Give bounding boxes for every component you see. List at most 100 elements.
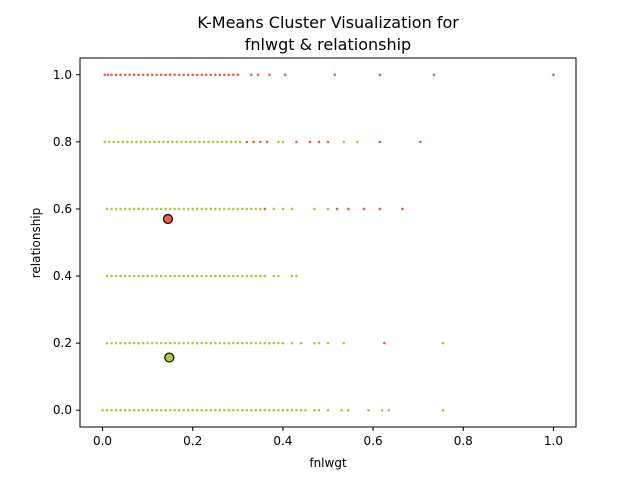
data-point-cluster-b-4 [121, 140, 125, 144]
data-point-cluster-b-131 [177, 341, 181, 345]
centroids [162, 213, 175, 363]
data-point-cluster-b-79 [123, 274, 127, 278]
x-tick-label-0: 0.0 [93, 434, 112, 448]
y-tick-label-2: 0.4 [53, 269, 72, 283]
data-point-cluster-a-44 [308, 140, 312, 144]
data-point-cluster-a-7 [132, 73, 136, 77]
data-point-cluster-b-128 [164, 341, 167, 345]
y-axis-label: relationship [29, 208, 43, 279]
data-point-cluster-a-20 [191, 73, 195, 77]
data-point-cluster-b-174 [155, 408, 158, 412]
x-tick-label-5: 1.0 [544, 434, 563, 448]
data-point-cluster-b-147 [250, 341, 253, 345]
data-point-cluster-b-143 [232, 341, 235, 345]
data-point-cluster-b-207 [304, 408, 307, 412]
data-point-cluster-b-0 [103, 140, 107, 144]
data-point-cluster-b-77 [114, 274, 118, 278]
data-point-cluster-b-173 [150, 408, 154, 412]
data-point-cluster-b-99 [213, 274, 217, 278]
data-point-cluster-b-125 [150, 341, 154, 345]
data-point-cluster-b-191 [232, 408, 235, 412]
data-point-cluster-a-34 [283, 73, 287, 77]
chart-title-line-2: fnlwgt & relationship [245, 35, 411, 54]
data-point-cluster-b-196 [254, 408, 258, 412]
data-point-cluster-a-30 [236, 73, 240, 77]
data-point-cluster-b-11 [153, 140, 156, 144]
data-point-cluster-a-15 [168, 73, 172, 77]
data-point-cluster-b-152 [272, 341, 276, 345]
y-tick-label-0: 0.0 [53, 403, 72, 417]
data-point-cluster-b-1 [108, 140, 111, 144]
data-point-cluster-b-146 [245, 341, 249, 345]
data-point-cluster-b-108 [254, 274, 258, 278]
data-point-cluster-b-203 [286, 408, 289, 412]
data-point-cluster-a-50 [335, 207, 339, 211]
data-point-cluster-b-52 [182, 207, 186, 211]
data-point-cluster-b-160 [342, 341, 346, 345]
data-point-cluster-b-40 [128, 207, 131, 211]
data-point-cluster-a-48 [419, 140, 422, 144]
data-point-cluster-b-193 [241, 408, 244, 412]
data-point-cluster-b-117 [114, 341, 118, 345]
data-point-cluster-b-122 [137, 341, 140, 345]
data-point-cluster-a-19 [186, 73, 190, 77]
data-point-cluster-b-121 [132, 341, 136, 345]
data-point-cluster-b-76 [110, 274, 113, 278]
data-point-cluster-b-149 [259, 341, 262, 345]
data-point-cluster-b-109 [259, 274, 262, 278]
data-point-cluster-b-182 [191, 408, 195, 412]
data-point-cluster-b-80 [128, 274, 131, 278]
data-point-cluster-a-39 [245, 140, 249, 144]
data-point-cluster-b-153 [277, 341, 280, 345]
data-point-cluster-a-54 [401, 207, 404, 211]
data-point-cluster-b-34 [356, 140, 359, 144]
data-point-cluster-a-45 [317, 140, 321, 144]
data-point-cluster-a-52 [362, 207, 366, 211]
data-point-cluster-b-5 [126, 140, 129, 144]
data-point-cluster-b-180 [182, 408, 186, 412]
data-point-cluster-b-139 [213, 341, 217, 345]
data-point-cluster-b-137 [204, 341, 208, 345]
y-tick-label-5: 1.0 [53, 68, 72, 82]
data-point-cluster-b-214 [380, 408, 384, 412]
data-point-cluster-b-110 [263, 274, 267, 278]
data-point-cluster-b-6 [130, 140, 134, 144]
y-tick-label-3: 0.6 [53, 202, 72, 216]
data-point-cluster-a-9 [141, 73, 145, 77]
data-point-cluster-b-45 [150, 207, 154, 211]
data-point-cluster-b-198 [263, 408, 267, 412]
data-point-cluster-b-172 [146, 408, 149, 412]
data-point-cluster-b-72 [290, 207, 294, 211]
data-point-cluster-b-9 [144, 140, 147, 144]
data-point-cluster-b-67 [250, 207, 253, 211]
data-point-cluster-b-97 [204, 274, 208, 278]
data-point-cluster-a-47 [378, 140, 382, 144]
data-point-cluster-b-155 [290, 341, 294, 345]
data-point-cluster-b-88 [164, 274, 167, 278]
data-point-cluster-a-37 [432, 73, 436, 77]
data-point-cluster-b-151 [268, 341, 271, 345]
data-point-cluster-b-19 [189, 140, 192, 144]
data-point-cluster-b-84 [146, 274, 149, 278]
data-point-cluster-a-23 [204, 73, 208, 77]
data-point-cluster-b-132 [182, 341, 186, 345]
data-point-cluster-b-202 [281, 408, 285, 412]
data-point-cluster-b-95 [195, 274, 199, 278]
data-point-cluster-b-14 [166, 140, 170, 144]
data-point-cluster-b-59 [213, 207, 217, 211]
data-point-cluster-b-96 [200, 274, 204, 278]
data-point-cluster-b-57 [204, 207, 208, 211]
data-point-cluster-b-33 [342, 140, 346, 144]
data-point-cluster-b-206 [299, 408, 303, 412]
data-point-cluster-b-82 [137, 274, 140, 278]
data-point-cluster-a-4 [119, 73, 122, 77]
data-point-cluster-a-14 [164, 73, 167, 77]
data-point-cluster-a-22 [200, 73, 204, 77]
data-point-cluster-a-43 [295, 140, 298, 144]
data-point-cluster-b-176 [164, 408, 167, 412]
data-point-cluster-b-141 [222, 341, 226, 345]
data-point-cluster-a-41 [259, 140, 262, 144]
data-point-cluster-b-47 [159, 207, 163, 211]
data-point-cluster-b-133 [186, 341, 190, 345]
data-point-cluster-b-21 [198, 140, 201, 144]
